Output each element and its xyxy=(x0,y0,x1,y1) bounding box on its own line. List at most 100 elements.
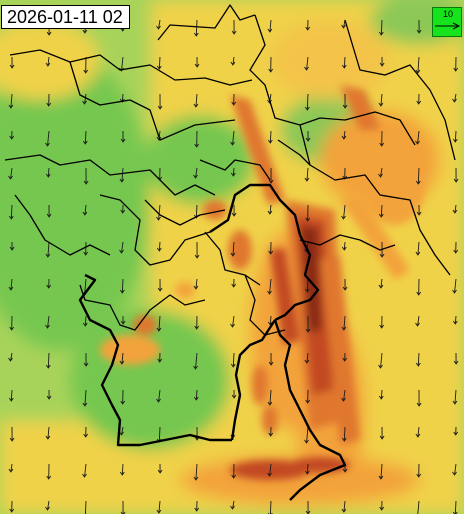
wind-vector-arrow xyxy=(156,204,161,221)
wind-vector-arrow xyxy=(379,500,385,511)
wind-vector-arrow xyxy=(379,426,385,440)
wind-vector-arrow xyxy=(305,130,311,142)
wind-vector-arrow xyxy=(230,167,236,177)
wind-vector-arrow xyxy=(378,19,384,36)
wind-vector-arrow xyxy=(83,56,89,74)
boundary-center-c xyxy=(204,231,261,286)
wind-vector-arrow xyxy=(267,130,273,144)
wind-vector-arrow xyxy=(83,426,89,438)
wind-vector-arrow xyxy=(415,352,421,367)
wind-vector-arrow xyxy=(268,352,274,366)
wind-vector-arrow xyxy=(45,167,51,178)
wind-vector-arrow xyxy=(8,93,14,109)
wind-vector-arrow xyxy=(9,130,15,140)
timestamp-label: 2026-01-11 02 xyxy=(1,5,130,29)
wind-vector-arrow xyxy=(120,315,126,325)
wind-vector-arrow xyxy=(415,130,420,145)
wind-scale-legend: 10 xyxy=(432,7,462,37)
boundary-south-center xyxy=(244,274,286,336)
wind-vector-arrow xyxy=(82,389,88,407)
wind-vector-arrow xyxy=(305,389,311,404)
wind-vector-arrow xyxy=(156,500,162,514)
wind-vector-arrow xyxy=(194,56,200,68)
wind-vector-arrow xyxy=(193,352,198,370)
wind-vector-arrow xyxy=(194,315,200,330)
wind-vector-arrow xyxy=(268,56,274,73)
wind-vector-arrow xyxy=(416,93,422,105)
wind-vector-arrow xyxy=(452,93,457,103)
wind-vector-arrow xyxy=(379,56,385,67)
wind-vector-arrow xyxy=(82,315,88,327)
wind-vector-arrow xyxy=(268,426,274,437)
wind-streaks-layer xyxy=(100,85,425,480)
wind-vector-arrow xyxy=(46,93,52,107)
wind-vector-arrow xyxy=(304,352,310,364)
wind-vector-arrow xyxy=(193,167,198,179)
wind-vector-arrow xyxy=(304,167,310,182)
wind-vector-arrow xyxy=(193,278,199,290)
wind-vector-arrow xyxy=(378,204,384,218)
wind-vector-arrow xyxy=(453,352,459,365)
wind-vector-arrow xyxy=(157,278,163,292)
wind-vector-arrow xyxy=(452,389,458,405)
wind-vector-arrow xyxy=(193,463,199,481)
wind-vector-arrow xyxy=(304,426,309,444)
wind-vector-arrow xyxy=(119,167,125,183)
wind-vector-arrow xyxy=(45,56,51,67)
wind-vector-arrow xyxy=(378,278,384,289)
wind-vector-arrow xyxy=(157,93,163,110)
wind-vector-arrow xyxy=(415,315,420,327)
wind-vector-arrow xyxy=(342,352,348,362)
wind-vector-arrow xyxy=(341,315,347,331)
boundary-west-a xyxy=(4,154,216,196)
boundary-east-b xyxy=(344,19,456,161)
border-south-segment xyxy=(273,319,347,501)
wind-vector-arrow xyxy=(120,130,126,143)
wind-vector-arrow xyxy=(452,500,458,514)
wind-vector-arrow xyxy=(305,19,311,31)
wind-vector-arrow xyxy=(9,500,15,513)
wind-vector-arrow xyxy=(45,130,50,147)
wind-vector-arrow xyxy=(9,241,15,251)
wind-vector-arrow xyxy=(453,241,459,254)
wind-vector-arrow xyxy=(8,167,13,180)
boundary-east-c xyxy=(277,139,311,166)
wind-vector-arrow xyxy=(8,352,13,362)
wind-vector-arrow xyxy=(452,315,458,325)
wind-vector-arrow xyxy=(119,426,124,436)
wind-vector-arrow xyxy=(82,463,87,478)
wind-vector-arrow xyxy=(9,315,15,331)
wind-vector-arrow xyxy=(267,463,272,477)
wind-vector-arrow xyxy=(46,278,52,289)
wind-vector-arrow xyxy=(231,389,237,399)
wind-vector-arrow xyxy=(341,500,347,513)
wind-vector-arrow xyxy=(156,241,162,252)
wind-vector-arrow xyxy=(415,241,421,256)
wind-vector-arrow xyxy=(453,56,459,72)
wind-vector-arrow xyxy=(82,130,88,145)
region-boundaries xyxy=(4,4,456,336)
wind-vector-arrow xyxy=(304,93,310,111)
wind-vector-arrow xyxy=(8,463,14,473)
wind-vector-arrow xyxy=(379,315,385,329)
wind-vector-arrow xyxy=(304,463,310,475)
wind-vector-arrow xyxy=(157,463,163,474)
wind-vector-arrow xyxy=(83,500,88,514)
wind-vector-arrow xyxy=(416,389,422,407)
wind-vector-arrow xyxy=(230,241,236,257)
wind-vector-arrow xyxy=(415,167,421,185)
wind-vector-arrow xyxy=(82,204,88,216)
wind-vector-arrow xyxy=(267,19,273,33)
wind-vector-arrow xyxy=(83,352,89,367)
wind-vector-arrow xyxy=(342,93,348,109)
boundary-east-d xyxy=(299,234,396,251)
wind-vector-arrow xyxy=(45,500,50,511)
wind-vector-arrow xyxy=(46,389,52,400)
wind-vector-arrow xyxy=(156,389,161,403)
boundary-north-center xyxy=(69,61,236,141)
wind-vector-arrow xyxy=(416,19,422,34)
wind-vector-arrow xyxy=(378,389,384,400)
wind-vector-arrow xyxy=(45,315,50,329)
wind-vector-arrow xyxy=(8,278,14,291)
